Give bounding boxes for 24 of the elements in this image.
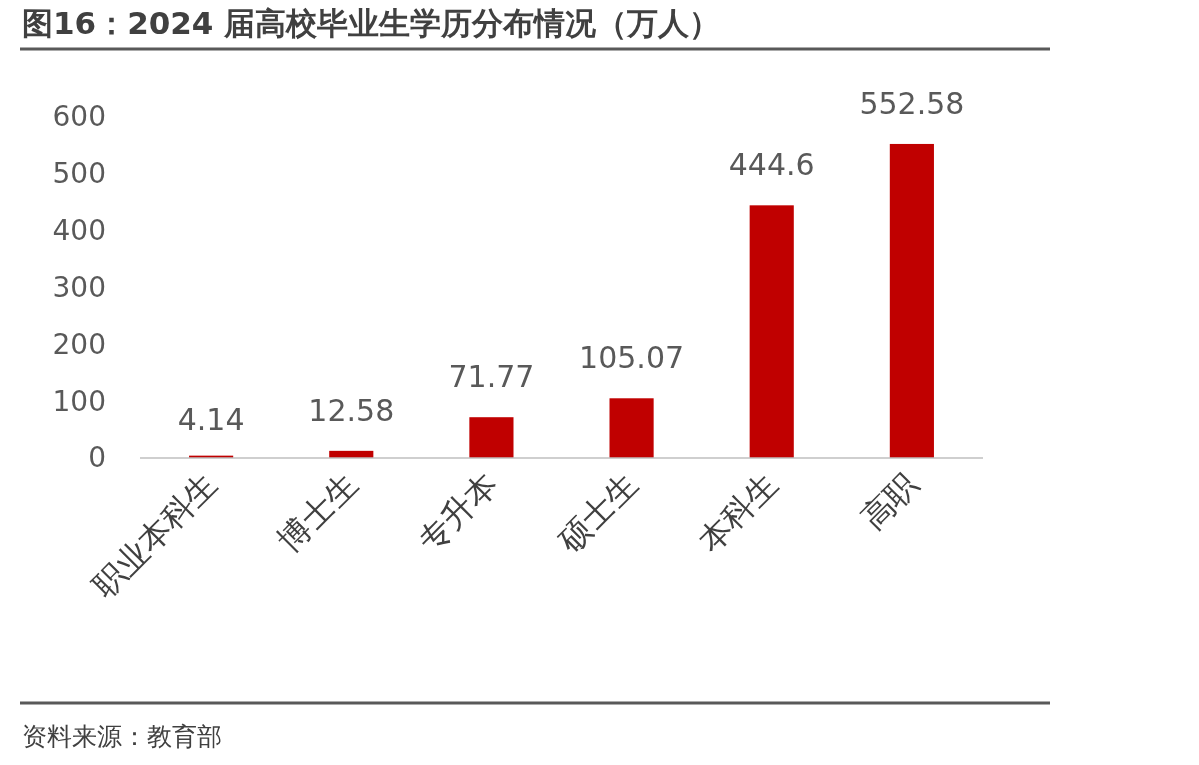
y-tick-label: 500 bbox=[52, 157, 106, 191]
data-label: 444.6 bbox=[728, 147, 815, 183]
text: 资料来源：教育部 bbox=[22, 722, 222, 751]
x-tick-label: 本科生 bbox=[690, 464, 786, 560]
x-tick-label: 硕士生 bbox=[549, 464, 646, 561]
y-tick-label: 300 bbox=[52, 270, 106, 304]
data-label: 552.58 bbox=[859, 85, 965, 121]
data-label: 105.07 bbox=[579, 340, 685, 376]
bar bbox=[609, 398, 654, 458]
x-tick-label: 高职 bbox=[853, 464, 926, 537]
data-label: 71.77 bbox=[448, 359, 535, 395]
y-tick-label: 0 bbox=[88, 441, 106, 475]
y-tick-label: 200 bbox=[52, 327, 106, 361]
bar bbox=[889, 143, 934, 458]
x-tick-label: 博士生 bbox=[270, 464, 365, 560]
x-tick-label: 专升本 bbox=[410, 464, 506, 560]
y-tick-label: 100 bbox=[52, 384, 106, 418]
y-tick-label: 400 bbox=[52, 214, 106, 248]
data-label: 12.58 bbox=[308, 392, 395, 428]
data-label: 4.14 bbox=[177, 401, 245, 437]
bar bbox=[469, 417, 514, 458]
chart-title: 图16：2024 届高校毕业生学历分布情况（万人） bbox=[22, 5, 721, 41]
bar bbox=[749, 205, 794, 458]
y-tick-label: 600 bbox=[52, 100, 106, 134]
